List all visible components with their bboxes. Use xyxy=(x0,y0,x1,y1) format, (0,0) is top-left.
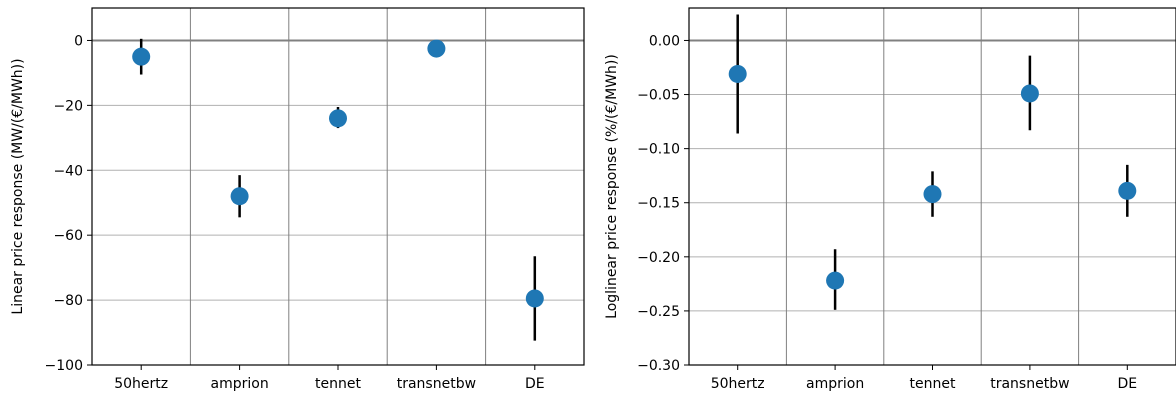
y-tick-label: 0.00 xyxy=(649,33,680,49)
x-tick-label: DE xyxy=(1117,376,1137,392)
data-point xyxy=(826,271,845,290)
x-tick-label: tennet xyxy=(910,376,956,392)
x-tick-label: amprion xyxy=(211,376,269,392)
right-chart-panel: 0.00 −0.05 −0.10 −0.15 −0.20 −0.25 −0.30 50hert… xyxy=(604,7,1176,392)
y-axis-label: Linear price response (MW/(€/MWh)) xyxy=(10,58,26,314)
y-tick-label: −0.15 xyxy=(637,196,680,212)
left-chart-panel: 0 −20 −40 −60 −80 −100 50hertz amprion tennet tra… xyxy=(10,7,585,392)
x-tick-label: transnetbw xyxy=(990,376,1069,392)
data-point xyxy=(132,47,151,66)
y-tick-label: −0.10 xyxy=(637,142,680,158)
y-tick-label: 0 xyxy=(74,33,83,49)
y-tick-label: −0.30 xyxy=(637,358,680,374)
x-tick-label: amprion xyxy=(806,376,864,392)
x-tick-label: DE xyxy=(525,376,545,392)
plot-frame xyxy=(91,7,585,366)
data-point xyxy=(923,185,942,204)
y-tick-label: −60 xyxy=(53,228,83,244)
data-point xyxy=(1020,84,1039,103)
y-tick-label: −0.05 xyxy=(637,88,680,104)
data-point xyxy=(230,187,249,206)
y-tick-label: −0.25 xyxy=(637,304,680,320)
data-point xyxy=(427,39,446,58)
y-tick-label: −100 xyxy=(45,358,83,374)
data-point xyxy=(1118,181,1137,200)
y-tick-label: −0.20 xyxy=(637,250,680,266)
data-point xyxy=(329,109,347,128)
y-tick-label: −40 xyxy=(53,163,83,179)
data-point xyxy=(525,289,544,308)
data-point xyxy=(728,64,747,83)
y-tick-label: −80 xyxy=(53,293,83,309)
x-tick-label: transnetbw xyxy=(397,376,476,392)
x-tick-label: tennet xyxy=(315,376,361,392)
y-axis-label: Loglinear price response (%/(€/MWh)) xyxy=(604,54,620,319)
y-tick-label: −20 xyxy=(53,98,83,114)
x-tick-label: 50hertz xyxy=(711,376,765,392)
x-tick-label: 50hertz xyxy=(114,376,168,392)
